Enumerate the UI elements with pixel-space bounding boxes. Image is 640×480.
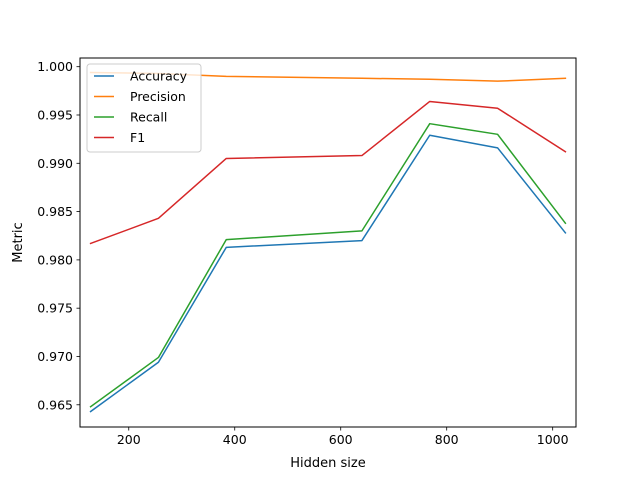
y-tick-label: 0.985 [37,204,73,219]
x-tick-label: 200 [117,432,141,447]
legend-label: Recall [130,110,167,125]
x-tick-label: 800 [435,432,459,447]
y-tick-label: 0.975 [37,301,73,316]
legend-label: Precision [130,89,186,104]
y-tick-label: 0.980 [37,252,73,267]
y-tick-label: 0.995 [37,107,73,122]
x-axis-ticks: 200 400 600 800 1000 [117,427,569,447]
y-tick-label: 0.965 [37,397,73,412]
legend-label: Accuracy [130,69,188,84]
legend-label: F1 [130,130,145,145]
x-tick-label: 400 [223,432,247,447]
x-tick-label: 600 [329,432,353,447]
series-line-f1 [89,100,567,245]
x-axis-label: Hidden size [290,456,365,471]
y-tick-label: 0.970 [37,349,73,364]
y-tick-label: 0.990 [37,156,73,171]
y-axis-label: Metric [11,222,26,262]
plot-frame [79,57,577,428]
legend: Accuracy Precision Recall F1 [86,63,202,153]
legend-box [86,63,202,153]
x-tick-label: 1000 [537,432,569,447]
y-tick-label: 1.000 [37,59,73,74]
series-line-recall [89,122,567,408]
y-axis-ticks: 0.965 0.970 0.975 0.980 0.985 0.990 0.995 1.000 [37,59,80,412]
series-line-accuracy [89,134,567,413]
